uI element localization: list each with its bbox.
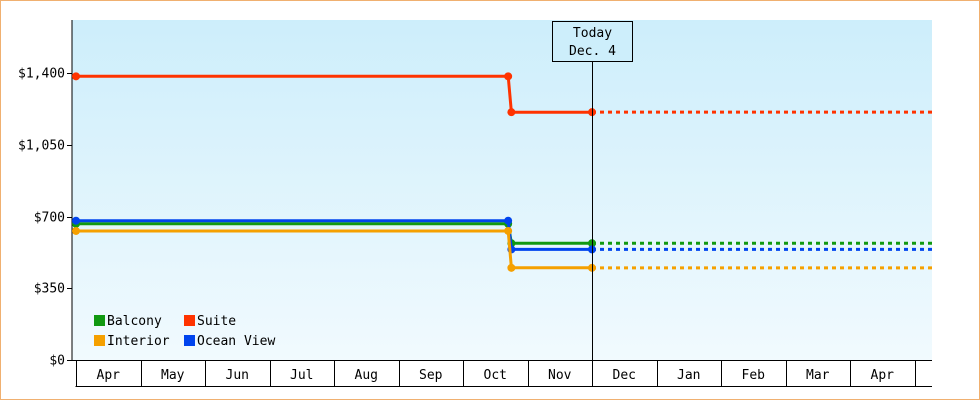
legend-swatch xyxy=(184,315,195,326)
legend-label: Interior xyxy=(107,334,170,349)
y-tick-label: $1,050 xyxy=(18,139,65,154)
data-point xyxy=(507,263,516,272)
x-tick-label: Sep xyxy=(419,368,443,383)
x-tick-label: Jul xyxy=(290,368,313,383)
series-interior xyxy=(72,226,932,272)
y-tick-label: $350 xyxy=(34,282,65,297)
x-tick-label: Jun xyxy=(226,368,249,383)
series-line xyxy=(76,74,592,114)
x-tick-label: Apr xyxy=(97,368,121,383)
data-point xyxy=(72,216,80,225)
series-suite xyxy=(72,72,932,117)
y-tick-label: $700 xyxy=(34,211,65,226)
legend-swatch xyxy=(94,335,105,346)
x-tick-label: Mar xyxy=(806,368,830,383)
x-tick-label: May xyxy=(161,368,185,383)
legend-label: Suite xyxy=(197,314,236,329)
y-tick-label: $1,400 xyxy=(18,67,65,82)
y-tick-label: $0 xyxy=(49,354,65,369)
today-label: Today xyxy=(573,26,612,41)
legend-swatch xyxy=(94,315,105,326)
legend-item: Ocean View xyxy=(184,334,275,349)
legend-item: Suite xyxy=(184,314,236,329)
x-tick-label: Feb xyxy=(742,368,766,383)
data-point xyxy=(507,108,516,117)
data-point xyxy=(504,226,513,235)
x-tick-label: Dec xyxy=(613,368,636,383)
legend-item: Balcony xyxy=(94,314,162,329)
series-line xyxy=(76,229,592,270)
x-tick-label: Oct xyxy=(484,368,507,383)
data-point xyxy=(504,72,513,81)
data-point xyxy=(72,226,80,235)
legend-swatch xyxy=(184,335,195,346)
x-tick-label: Apr xyxy=(871,368,895,383)
today-box xyxy=(552,21,633,62)
data-point xyxy=(504,216,513,225)
today-date-label: Dec. 4 xyxy=(569,44,616,59)
legend: Balcony Suite Interior Ocean View xyxy=(94,314,275,349)
data-point xyxy=(72,72,80,81)
plot-area xyxy=(72,20,932,360)
legend-label: Balcony xyxy=(107,314,162,329)
x-tick-label: Nov xyxy=(548,368,572,383)
x-tick-label: Jan xyxy=(677,368,700,383)
legend-label: Ocean View xyxy=(197,334,275,349)
x-tick-label: Aug xyxy=(355,368,378,383)
legend-item: Interior xyxy=(94,334,170,349)
